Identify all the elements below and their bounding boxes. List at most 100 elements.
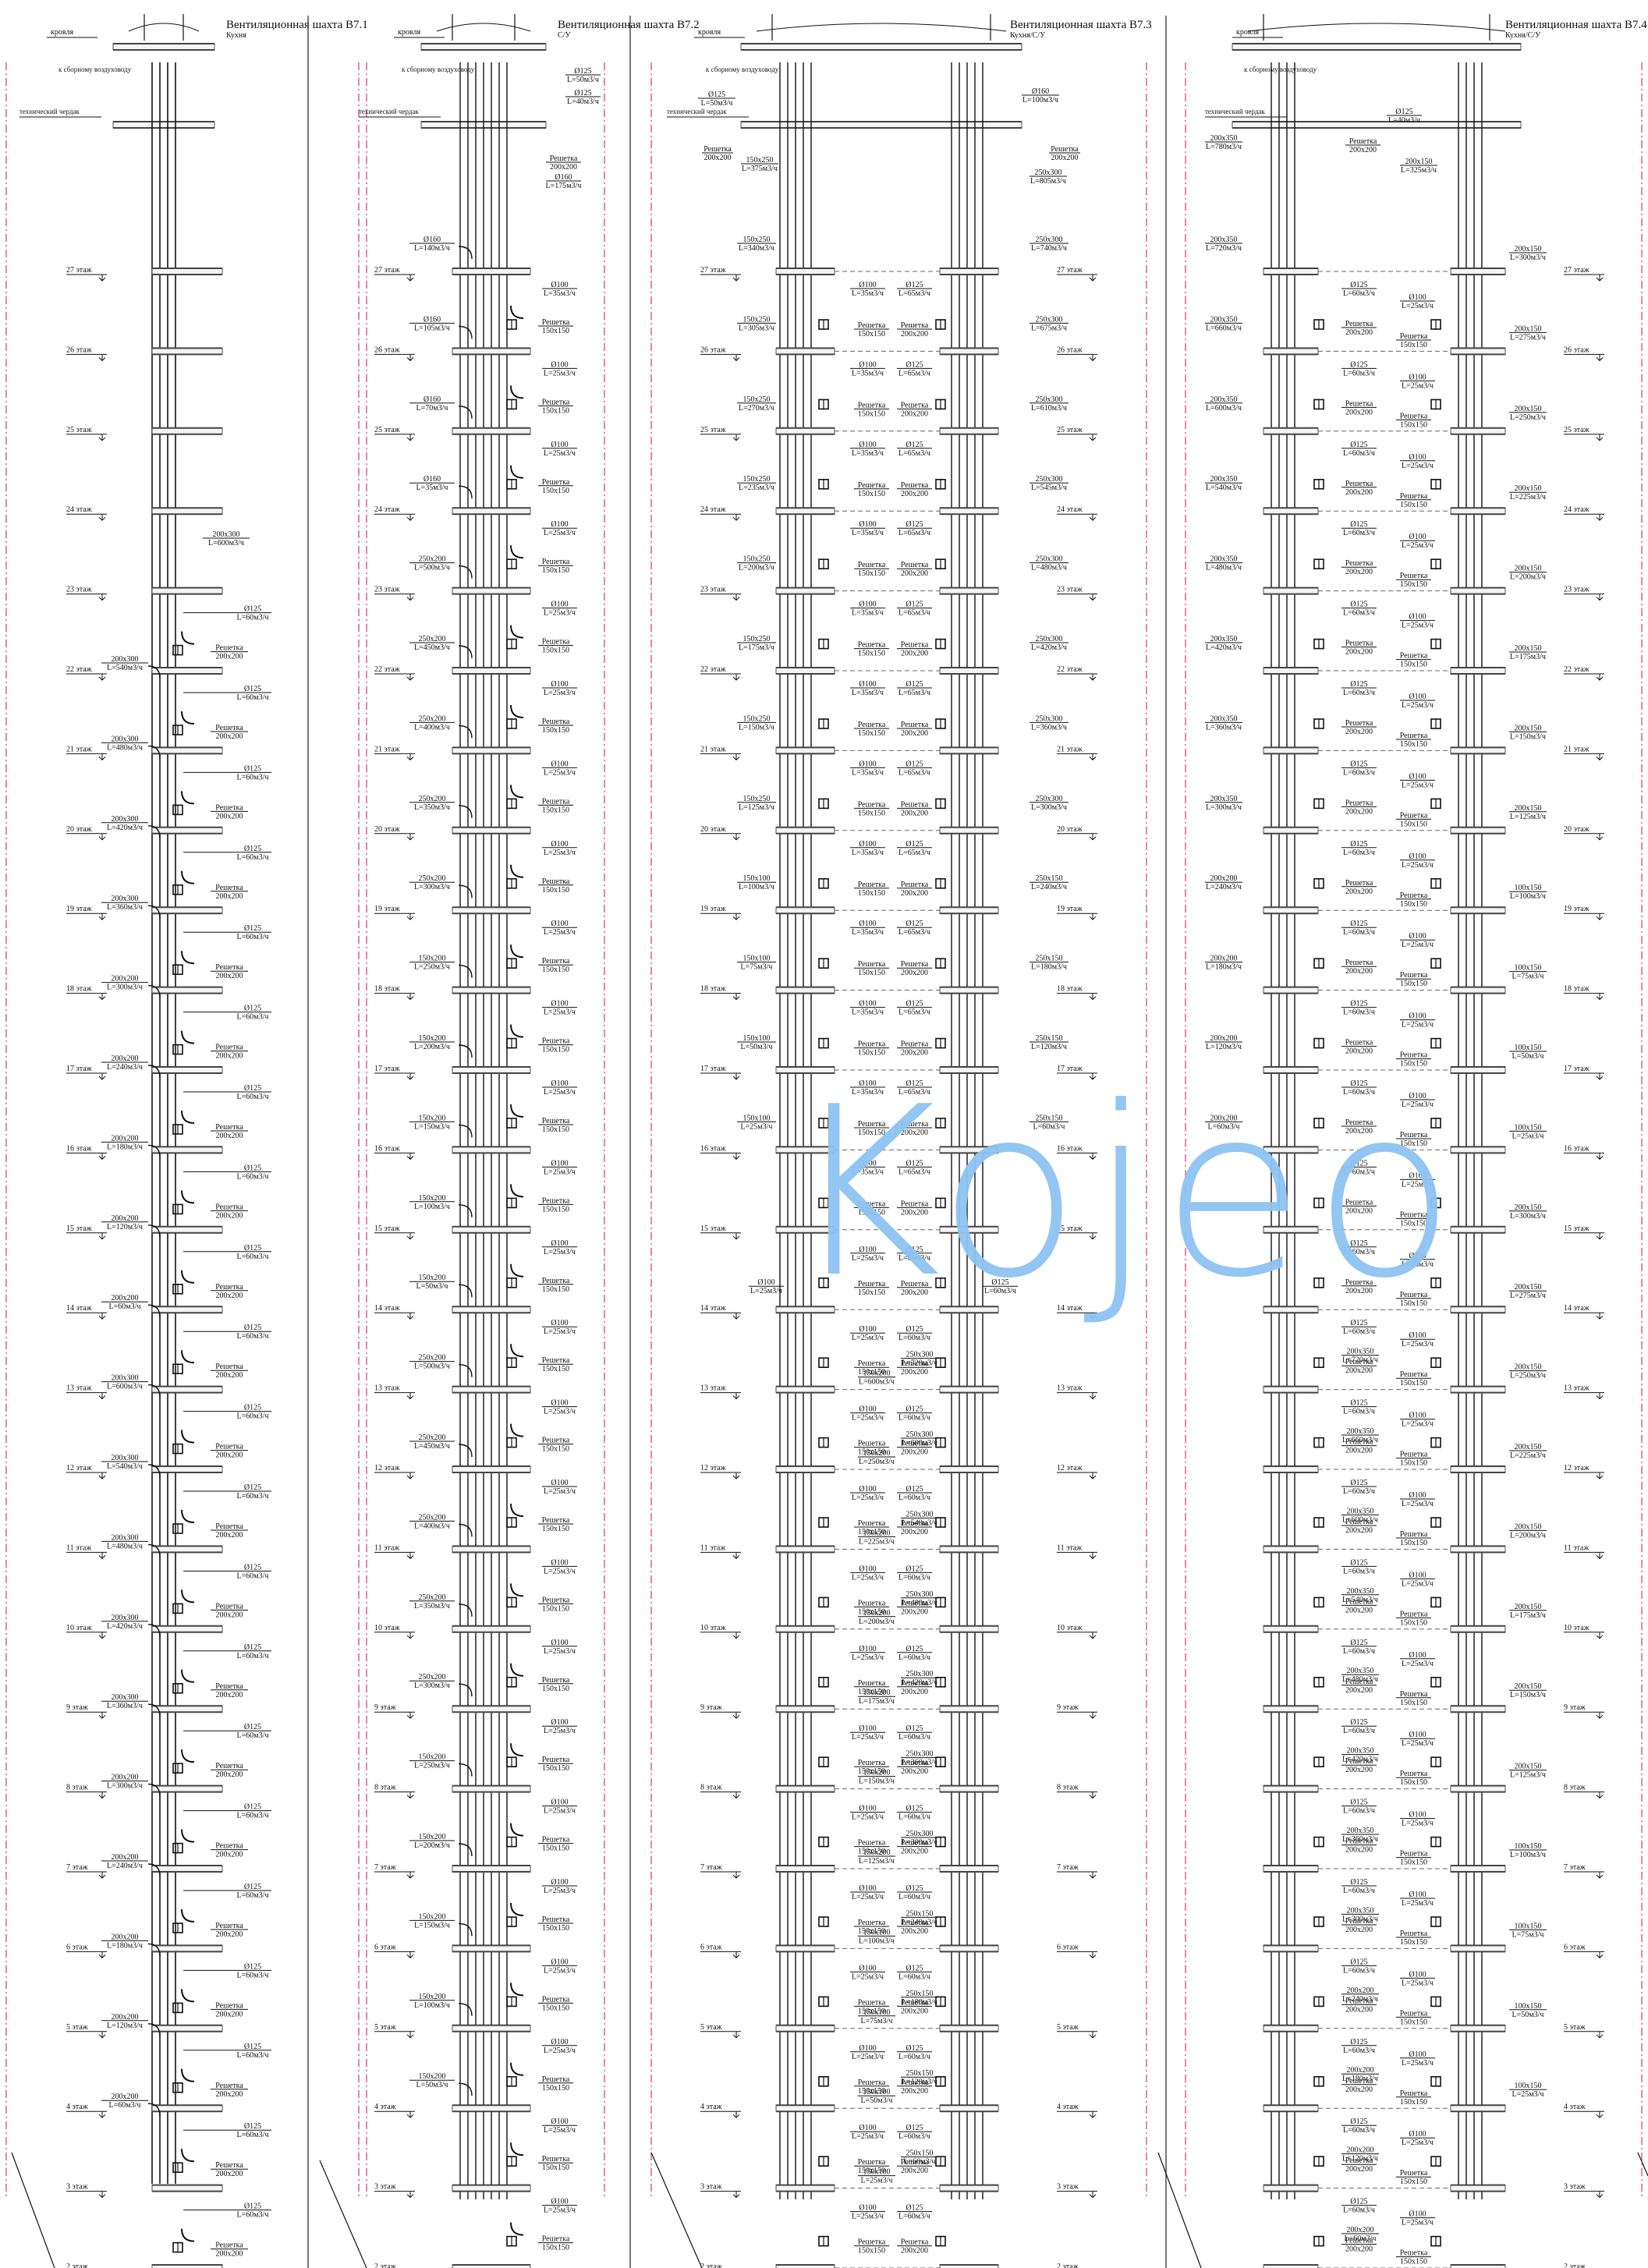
floor-label: 19 этаж xyxy=(1564,905,1590,913)
grille-icon xyxy=(935,478,946,490)
duct-size: Решетка xyxy=(215,884,243,892)
duct-flow: L=60м3/ч xyxy=(898,1494,930,1502)
slab-body xyxy=(939,1386,999,1394)
duct-size: Ø125 xyxy=(244,1803,261,1812)
floor-mark: 6 этаж xyxy=(1057,1943,1097,1959)
floor-slab xyxy=(1263,1146,1319,1154)
duct-flow: L=25м3/ч xyxy=(1402,1500,1434,1508)
floor-slab xyxy=(939,586,999,595)
slab-body xyxy=(939,1226,999,1234)
level-arrow-icon xyxy=(732,1395,740,1400)
grille-icon xyxy=(506,1517,517,1528)
floor-label: 14 этаж xyxy=(1564,1304,1590,1313)
duct-flow: L=25м3/ч xyxy=(852,2053,884,2061)
floor-slab xyxy=(775,1465,835,1473)
floor-label: 13 этаж xyxy=(66,1384,92,1393)
grille-icon xyxy=(506,1836,517,1848)
floor-slab xyxy=(151,347,223,356)
duct-flow: L=65м3/ч xyxy=(898,1088,930,1097)
level-arrow-icon xyxy=(98,277,106,282)
duct-size: Решетка xyxy=(858,1200,886,1208)
duct-flow: L=250м3/ч xyxy=(859,1458,895,1466)
duct-size: Ø160 xyxy=(424,315,441,324)
duct-size: Решетка xyxy=(1400,1291,1428,1299)
duct-flow: L=25м3/ч xyxy=(1402,941,1434,949)
duct-size: Решетка xyxy=(1345,399,1373,408)
duct-flow: L=120м3/ч xyxy=(1342,2155,1378,2163)
duct-flow: L=35м3/ч xyxy=(852,849,884,857)
slab-body xyxy=(151,906,223,914)
floor-slab xyxy=(1263,2264,1319,2268)
duct-size: Решетка xyxy=(901,1839,929,1848)
duct-size: Ø125 xyxy=(1350,2038,1367,2047)
floor-label: 16 этаж xyxy=(700,1144,726,1153)
duct-size: 200x150 xyxy=(1515,324,1542,333)
duct-size: 150x200 xyxy=(419,1993,446,2001)
floor-slab xyxy=(1263,667,1319,675)
duct-flow: 200x200 xyxy=(901,1368,928,1377)
floor-slab xyxy=(452,746,531,755)
floor-slab xyxy=(939,1705,999,1713)
duct-size: 250x200 xyxy=(419,1433,446,1442)
floor-mark: 18 этаж xyxy=(66,985,107,1001)
duct-flow: L=180м3/ч xyxy=(1031,963,1067,972)
duct-size: 200x200 xyxy=(112,2013,139,2022)
duct-size: Решетка xyxy=(901,1519,929,1528)
break-line xyxy=(319,2160,367,2268)
floor-slab xyxy=(452,1625,531,1633)
elbow-icon xyxy=(181,2149,195,2163)
duct-size: Ø100 xyxy=(1409,852,1426,861)
section-header: Вентиляционная шахта В7.3Кухня/С/Укровля… xyxy=(667,14,1152,129)
slab-body xyxy=(939,1146,999,1153)
duct-size: 250x200 xyxy=(419,635,446,643)
duct-flow: 150x150 xyxy=(542,1046,569,1054)
duct-size: 100x150 xyxy=(1515,1922,1542,1930)
duct-flow: 200x200 xyxy=(901,969,928,977)
duct-size: 250x150 xyxy=(1036,955,1063,963)
floor-label: 21 этаж xyxy=(1564,745,1590,753)
duct-flow: L=60м3/ч xyxy=(1343,1966,1375,1975)
duct-flow: L=25м3/ч xyxy=(1402,381,1434,390)
grille-icon xyxy=(818,1118,829,1129)
duct-size: Ø100 xyxy=(1409,1731,1426,1739)
floor-slab xyxy=(939,986,999,994)
duct-flow: L=360м3/ч xyxy=(1342,1835,1378,1844)
duct-size: Решетка xyxy=(215,1443,243,1451)
slab-body xyxy=(151,1066,223,1074)
slab-body xyxy=(1450,1306,1506,1313)
level-arrow-icon xyxy=(406,2114,414,2118)
floor-slab xyxy=(1450,1784,1506,1793)
duct-flow: L=480м3/ч xyxy=(1031,564,1067,572)
floor-slab xyxy=(1263,826,1319,835)
duct-flow: L=540м3/ч xyxy=(1342,1596,1378,1604)
duct-flow: 200x200 xyxy=(216,812,243,820)
duct-flow: L=60м3/ч xyxy=(1343,1008,1375,1017)
duct-size: Ø125 xyxy=(1350,920,1367,928)
grille-icon xyxy=(506,1037,517,1049)
duct-size: Решетка xyxy=(901,401,929,409)
duct-size: 200x200 xyxy=(1347,2226,1374,2234)
floor-mark: 8 этаж xyxy=(66,1784,107,1799)
floor-label: 18 этаж xyxy=(66,985,92,994)
